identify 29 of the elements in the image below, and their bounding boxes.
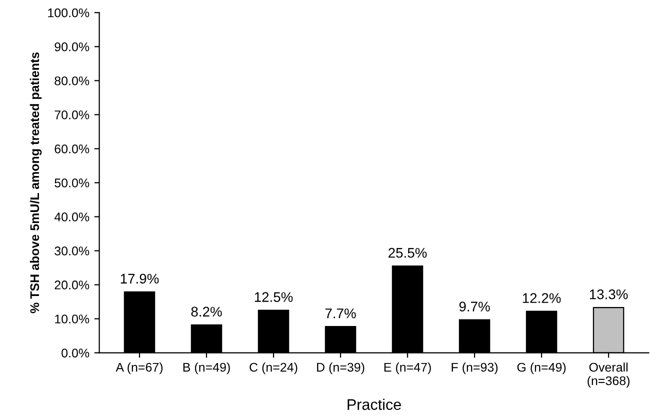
y-tick-label: 70.0% (54, 110, 90, 120)
x-tick-label: F (n=93) (452, 362, 498, 374)
y-tick-label: 10.0% (55, 314, 90, 324)
y-tick-label: 80.0% (54, 76, 90, 86)
y-tick-label: 20.0% (54, 280, 90, 290)
x-tick-label: Overall (n=368) (588, 362, 630, 388)
y-axis-title: % TSH above 5mU/L among treated patients (30, 52, 42, 314)
data-label: 12.2% (522, 293, 561, 303)
y-tick-label: 60.0% (54, 144, 90, 154)
y-tick-label: 50.0% (54, 178, 90, 188)
y-tick-label: 0.0% (62, 348, 90, 358)
x-axis-title: Practice (348, 398, 401, 410)
y-tick-label: 30.0% (54, 246, 90, 256)
data-label: 12.5% (254, 292, 293, 302)
data-label: 7.7% (325, 308, 356, 318)
x-tick-label: D (n=39) (317, 362, 364, 374)
x-tick-label: A (n=67) (116, 362, 163, 374)
x-tick-label: C (n=24) (250, 362, 298, 374)
data-label: 17.9% (120, 274, 159, 284)
data-label: 9.7% (459, 302, 490, 312)
y-tick-label: 40.0% (54, 212, 90, 222)
x-tick-label: G (n=49) (517, 362, 566, 374)
x-tick-label: B (n=49) (183, 362, 230, 374)
x-tick-label: E (n=47) (384, 362, 431, 374)
data-label: 25.5% (388, 248, 427, 258)
y-tick-label: 100.0% (48, 8, 90, 18)
data-label: 8.2% (191, 306, 222, 317)
data-label: 13.3% (590, 289, 628, 300)
y-tick-label: 90.0% (54, 42, 90, 52)
